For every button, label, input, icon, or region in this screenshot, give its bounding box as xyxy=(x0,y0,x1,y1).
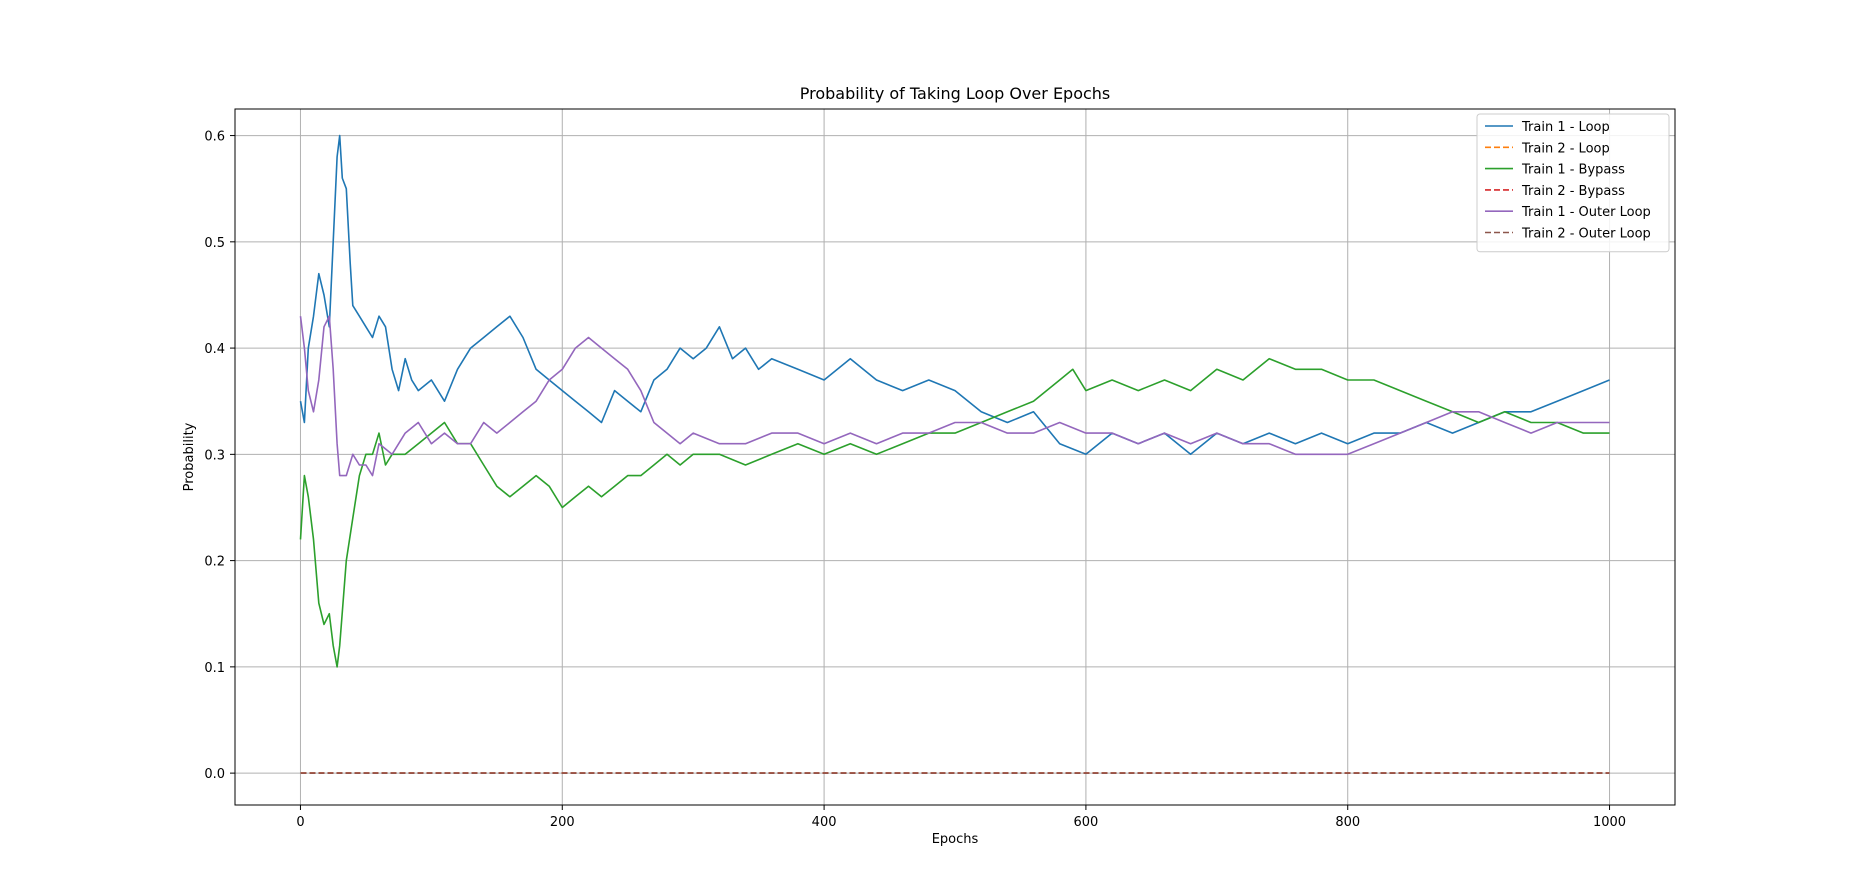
series-line-train-1-outer-loop xyxy=(299,315,1610,477)
y-tick-label: 0.1 xyxy=(204,661,225,676)
series-layer xyxy=(299,134,1610,774)
legend-label: Train 1 - Outer Loop xyxy=(1521,205,1651,220)
legend-label: Train 2 - Loop xyxy=(1521,141,1610,156)
x-tick-label: 600 xyxy=(1073,815,1098,830)
y-tick-label: 0.2 xyxy=(204,555,225,570)
y-tick-label: 0.3 xyxy=(204,448,225,463)
ticks: 0 200 400 600 800 1000 0.0 0.1 0.2 0.3 0.4 0.5 0.6 xyxy=(204,130,1626,830)
x-tick-label: 1000 xyxy=(1593,815,1626,830)
legend-label: Train 1 - Loop xyxy=(1521,120,1610,135)
plot-frame xyxy=(234,108,1676,806)
x-tick-label: 0 xyxy=(296,815,304,830)
legend-box xyxy=(1476,113,1670,253)
x-axis-title: Epochs xyxy=(932,832,979,847)
x-tick-label: 400 xyxy=(812,815,837,830)
y-tick-label: 0.5 xyxy=(204,236,225,251)
legend-label: Train 1 - Bypass xyxy=(1521,163,1625,178)
legend-label: Train 2 - Outer Loop xyxy=(1521,227,1651,242)
y-tick-label: 0.0 xyxy=(204,767,225,782)
series-line-train-1-bypass xyxy=(299,357,1610,668)
series-line-train-1-loop xyxy=(299,134,1610,456)
chart-title: Probability of Taking Loop Over Epochs xyxy=(800,84,1111,103)
y-axis-title: Probability xyxy=(182,422,197,491)
legend-label: Train 2 - Bypass xyxy=(1521,184,1625,199)
y-tick-label: 0.4 xyxy=(204,342,225,357)
legend: Train 1 - Loop Train 2 - Loop Train 1 - By… xyxy=(1476,113,1670,253)
x-tick-label: 800 xyxy=(1335,815,1360,830)
x-tick-label: 200 xyxy=(550,815,575,830)
y-tick-label: 0.6 xyxy=(204,130,225,145)
